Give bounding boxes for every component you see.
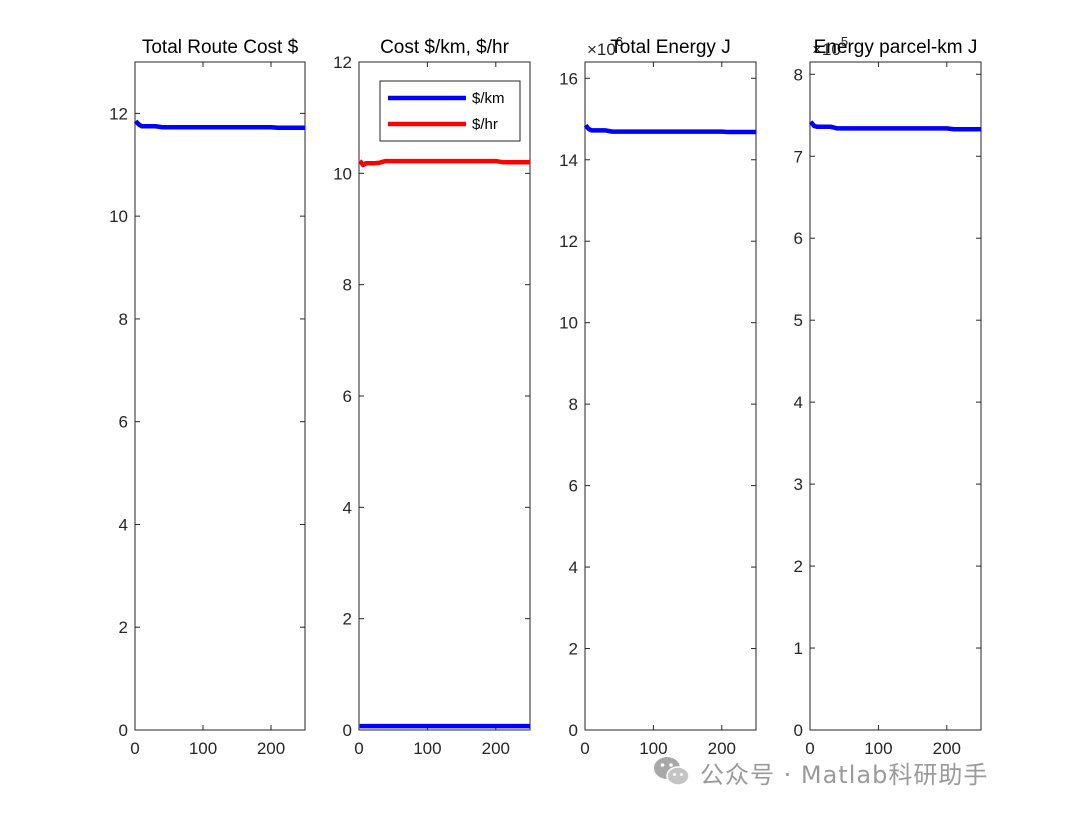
subplot-2: 0 2 4 6 8 10 12 0 100 200 Cost $/km, $/hr $/km $/hr: [333, 37, 531, 758]
y-tick-label: 2: [119, 618, 128, 637]
y-tick-label: 4: [569, 558, 578, 577]
x-tick-label: 100: [189, 739, 217, 758]
legend-entry: $/km: [472, 90, 505, 107]
x-tick-label: 200: [257, 739, 285, 758]
y-tick-label: 7: [794, 147, 803, 166]
axis-exponent: ×105: [812, 34, 848, 59]
y-tick-label: 0: [343, 721, 352, 740]
y-tick-label: 2: [794, 557, 803, 576]
x-tick-label: 100: [639, 739, 667, 758]
y-tick-label: 14: [559, 151, 578, 170]
subplot-title: Energy parcel-km J: [814, 37, 978, 58]
x-tick-label: 0: [354, 739, 363, 758]
y-tick-label: 1: [794, 639, 803, 658]
axes-box: [809, 61, 982, 731]
y-tick-label: 12: [333, 53, 352, 72]
y-tick-label: 4: [794, 393, 803, 412]
watermark-text: 公众号 · Matlab科研助手: [700, 760, 989, 789]
x-tick-label: 200: [708, 739, 736, 758]
y-tick-label: 6: [343, 387, 352, 406]
legend: $/km $/hr: [379, 80, 521, 142]
y-tick-label: 5: [794, 311, 803, 330]
y-tick-label: 8: [343, 276, 352, 295]
y-tick-label: 4: [119, 515, 128, 534]
x-tick-label: 0: [805, 739, 814, 758]
legend-box: [379, 80, 521, 142]
x-tick-label: 0: [580, 739, 589, 758]
x-tick-label: 0: [130, 739, 139, 758]
series-line-hr: [358, 158, 530, 168]
y-tick-label: 0: [794, 721, 803, 740]
x-tick-label: 200: [482, 739, 510, 758]
y-tick-label: 10: [559, 314, 578, 333]
wechat-icon: [654, 757, 690, 786]
axes-box: [134, 61, 306, 731]
y-tick-label: 0: [119, 721, 128, 740]
y-tick-label: 8: [794, 65, 803, 84]
axes-box: [584, 61, 757, 731]
axis-exponent: ×106: [587, 34, 623, 59]
y-tick-label: 16: [559, 69, 578, 88]
subplot-title: Total Route Cost $: [142, 37, 299, 58]
x-tick-label: 100: [864, 739, 892, 758]
y-tick-label: 10: [109, 207, 128, 226]
y-tick-label: 2: [343, 610, 352, 629]
y-tick-label: 12: [109, 104, 128, 123]
y-tick-label: 8: [119, 310, 128, 329]
series-line-1: [808, 120, 981, 132]
y-tick-label: 4: [343, 498, 352, 517]
x-tick-label: 200: [933, 739, 961, 758]
subplot-title: Cost $/km, $/hr: [380, 37, 509, 58]
y-tick-label: 2: [569, 640, 578, 659]
y-tick-label: 10: [333, 164, 352, 183]
y-tick-label: 3: [794, 475, 803, 494]
y-tick-label: 12: [559, 232, 578, 251]
y-tick-label: 0: [569, 721, 578, 740]
x-tick-label: 100: [413, 739, 441, 758]
series-line-1: [583, 123, 756, 135]
legend-entry: $/hr: [472, 116, 498, 133]
y-tick-label: 6: [794, 229, 803, 248]
subplot-title: Total Energy J: [610, 37, 730, 58]
watermark: 公众号 · Matlab科研助手: [652, 752, 988, 792]
subplot-1: 0 2 4 6 8 10 12 0 100 200 Total Route Cost $: [109, 37, 306, 758]
y-tick-label: 6: [569, 477, 578, 496]
series-line-1: [133, 119, 305, 131]
y-tick-label: 6: [119, 413, 128, 432]
y-tick-label: 8: [569, 395, 578, 414]
